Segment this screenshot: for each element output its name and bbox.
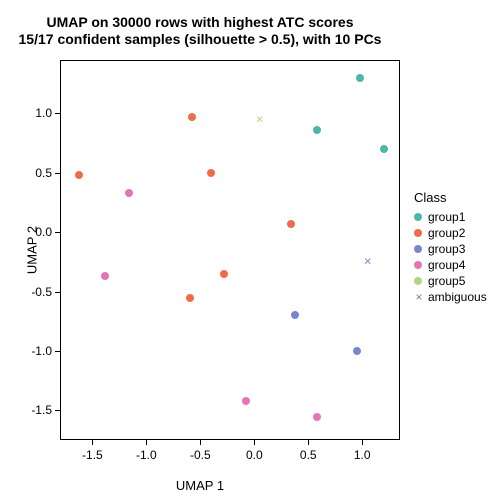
data-point-ambiguous: × [256, 113, 264, 126]
y-tick [55, 351, 60, 352]
data-point [380, 145, 388, 153]
umap-scatter-figure: UMAP on 30000 rows with highest ATC scor… [0, 0, 504, 504]
legend-item: group3 [414, 241, 487, 257]
data-point [313, 413, 321, 421]
x-axis-label: UMAP 1 [0, 478, 400, 493]
y-tick [55, 292, 60, 293]
legend-item: group5 [414, 273, 487, 289]
data-point [291, 311, 299, 319]
data-point [353, 347, 361, 355]
data-point [207, 169, 215, 177]
y-tick [55, 232, 60, 233]
legend-label: ambiguous [428, 290, 487, 304]
legend-item: group2 [414, 225, 487, 241]
data-point [188, 113, 196, 121]
legend-item: group1 [414, 209, 487, 225]
legend-cross-icon: × [414, 290, 424, 304]
legend-label: group5 [428, 274, 465, 288]
data-point [356, 74, 364, 82]
x-tick [92, 440, 93, 445]
legend-swatch [414, 213, 422, 221]
x-tick [254, 440, 255, 445]
chart-title: UMAP on 30000 rows with highest ATC scor… [0, 14, 400, 48]
x-tick [308, 440, 309, 445]
legend-title: Class [414, 190, 487, 205]
data-point [101, 272, 109, 280]
y-tick-label: -1.0 [22, 344, 52, 358]
data-point [242, 397, 250, 405]
data-point-ambiguous: × [364, 254, 372, 267]
y-tick-label: 0.5 [22, 166, 52, 180]
x-tick-label: 0.5 [300, 448, 317, 462]
legend-label: group3 [428, 242, 465, 256]
y-tick-label: -0.5 [22, 285, 52, 299]
legend-label: group4 [428, 258, 465, 272]
x-tick-label: 1.0 [354, 448, 371, 462]
data-point [220, 270, 228, 278]
x-tick [200, 440, 201, 445]
data-point [287, 220, 295, 228]
chart-title-line1: UMAP on 30000 rows with highest ATC scor… [0, 14, 400, 31]
legend-item: × ambiguous [414, 289, 487, 305]
x-tick [146, 440, 147, 445]
legend-swatch [414, 245, 422, 253]
x-tick-label: -1.5 [82, 448, 103, 462]
chart-title-line2: 15/17 confident samples (silhouette > 0.… [0, 31, 400, 48]
plot-area [60, 60, 400, 440]
y-tick-label: -1.5 [22, 403, 52, 417]
y-tick [55, 173, 60, 174]
data-point [125, 189, 133, 197]
y-tick [55, 113, 60, 114]
x-tick-label: -1.0 [136, 448, 157, 462]
x-tick [362, 440, 363, 445]
y-tick [55, 410, 60, 411]
data-point [313, 126, 321, 134]
legend-label: group2 [428, 226, 465, 240]
legend: Class group1 group2 group3 group4 group5 × amb… [414, 190, 487, 305]
data-point [186, 294, 194, 302]
legend-label: group1 [428, 210, 465, 224]
x-tick-label: -0.5 [190, 448, 211, 462]
y-tick-label: 0.0 [22, 225, 52, 239]
legend-swatch [414, 229, 422, 237]
data-point [75, 171, 83, 179]
y-tick-label: 1.0 [22, 106, 52, 120]
legend-item: group4 [414, 257, 487, 273]
legend-swatch [414, 277, 422, 285]
legend-swatch [414, 261, 422, 269]
x-tick-label: 0.0 [246, 448, 263, 462]
